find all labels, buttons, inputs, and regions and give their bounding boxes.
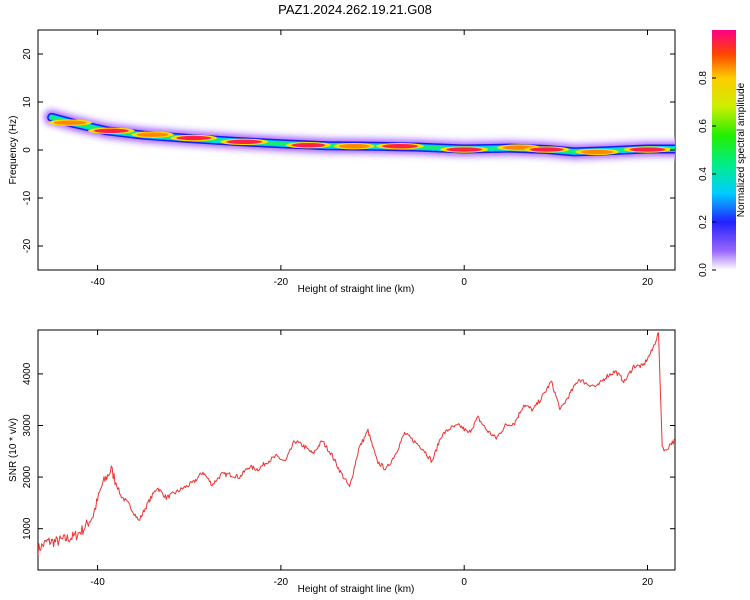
colorbar-gradient bbox=[712, 30, 736, 270]
snr-x-label: Height of straight line (km) bbox=[298, 584, 415, 595]
snr-x-tick-label: 20 bbox=[642, 577, 654, 588]
spectrogram-peak bbox=[629, 147, 666, 152]
snr-line-layer bbox=[38, 332, 675, 556]
spectrogram-y-tick-label: 20 bbox=[22, 48, 33, 60]
colorbar-label: Normalized spectral amplitude bbox=[736, 82, 747, 217]
snr-x-tick-label: 0 bbox=[461, 577, 467, 588]
snr-y-tick-label: 1000 bbox=[22, 517, 33, 540]
spectrogram-x-tick-label: 0 bbox=[461, 277, 467, 288]
spectrogram-peak bbox=[136, 132, 169, 137]
snr-x-ticks: -40 -20 0 20 bbox=[90, 330, 654, 588]
snr-y-label: SNR (10 * v/v) bbox=[8, 418, 19, 482]
spectrogram-peak bbox=[529, 147, 564, 152]
spectrogram-peak bbox=[53, 120, 87, 125]
snr-x-tick-label: -20 bbox=[274, 577, 289, 588]
spectrogram-peak bbox=[93, 128, 129, 133]
spectrogram-x-ticks: -40 -20 0 20 bbox=[90, 30, 654, 288]
spectrogram-y-tick-label: 10 bbox=[22, 96, 33, 108]
colorbar-tick-label: 0.4 bbox=[698, 167, 709, 181]
spectrogram-heat-layer bbox=[40, 106, 675, 163]
snr-panel: -40 -20 0 20 1000 2000 3000 4000 Height of str… bbox=[8, 329, 676, 595]
spectrogram-peak bbox=[338, 143, 370, 149]
chart-title: PAZ1.2024.262.19.21.G08 bbox=[278, 2, 432, 17]
colorbar-ticks: 0.0 0.2 0.4 0.6 0.8 bbox=[698, 71, 716, 277]
spectrogram-peak bbox=[580, 149, 614, 155]
spectrogram-x-tick-label: 20 bbox=[642, 277, 654, 288]
snr-x-tick-label: -40 bbox=[90, 577, 105, 588]
snr-y-tick-label: 3000 bbox=[22, 414, 33, 437]
snr-y-tick-label: 4000 bbox=[22, 362, 33, 385]
spectrogram-y-ticks: -20 -10 0 10 20 bbox=[22, 48, 675, 253]
snr-frame bbox=[37, 329, 676, 571]
spectrogram-panel: -40 -20 0 20 -20 -10 0 10 20 Height of straight… bbox=[8, 29, 676, 295]
colorbar-tick-label: 0.0 bbox=[698, 263, 709, 277]
spectrogram-x-tick-label: -20 bbox=[274, 277, 289, 288]
spectrogram-peak bbox=[176, 135, 212, 141]
colorbar-tick-label: 0.8 bbox=[698, 71, 709, 85]
spectrogram-peak bbox=[446, 147, 483, 152]
spectrogram-x-tick-label: -40 bbox=[90, 277, 105, 288]
colorbar-tick-label: 0.2 bbox=[698, 215, 709, 229]
snr-y-tick-label: 2000 bbox=[22, 466, 33, 489]
spectrogram-x-label: Height of straight line (km) bbox=[298, 284, 415, 295]
spectrogram-y-tick-label: -20 bbox=[22, 238, 33, 253]
spectrogram-peak bbox=[226, 139, 263, 145]
spectrogram-y-tick-label: -10 bbox=[22, 190, 33, 205]
snr-series-line bbox=[38, 332, 675, 556]
spectrogram-y-tick-label: 0 bbox=[22, 147, 33, 153]
spectrogram-y-label: Frequency (Hz) bbox=[8, 116, 19, 185]
spectrogram-peak bbox=[382, 143, 419, 149]
spectrogram-peak bbox=[291, 143, 326, 148]
colorbar: 0.0 0.2 0.4 0.6 0.8 Normalized spectral ampl… bbox=[698, 30, 747, 277]
snr-y-ticks: 1000 2000 3000 4000 bbox=[22, 362, 675, 540]
colorbar-tick-label: 0.6 bbox=[698, 119, 709, 133]
